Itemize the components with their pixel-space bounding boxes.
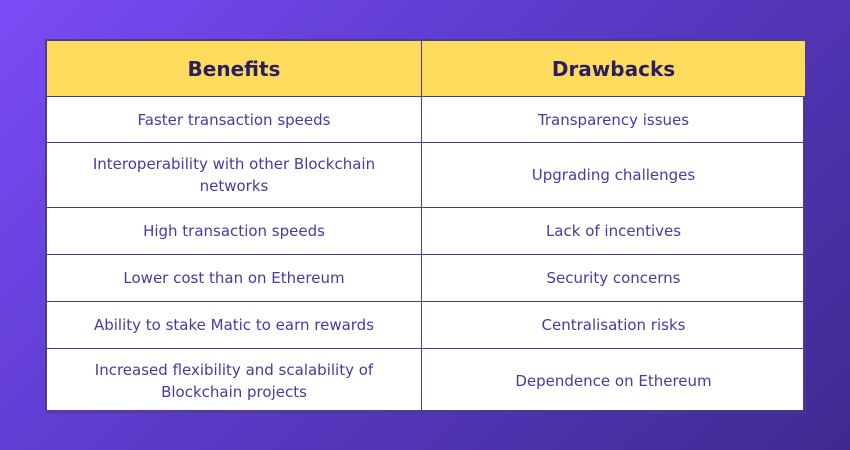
benefit-cell: Increased flexibility and scalability of… <box>46 348 422 413</box>
drawback-cell: Upgrading challenges <box>421 142 806 208</box>
benefit-cell: Faster transaction speeds <box>46 96 422 143</box>
benefits-drawbacks-table: Benefits Drawbacks Faster transaction sp… <box>46 40 806 413</box>
table-row: High transaction speeds Lack of incentiv… <box>46 207 806 255</box>
table-row: Increased flexibility and scalability of… <box>46 348 806 413</box>
table-row: Faster transaction speeds Transparency i… <box>46 96 806 143</box>
table-header-row: Benefits Drawbacks <box>46 40 806 97</box>
table-row: Lower cost than on Ethereum Security con… <box>46 254 806 302</box>
header-benefits: Benefits <box>46 40 422 97</box>
header-drawbacks: Drawbacks <box>421 40 806 97</box>
benefit-cell: Lower cost than on Ethereum <box>46 254 422 302</box>
benefit-cell: Ability to stake Matic to earn rewards <box>46 301 422 349</box>
table-row: Ability to stake Matic to earn rewards C… <box>46 301 806 349</box>
drawback-cell: Lack of incentives <box>421 207 806 255</box>
drawback-cell: Centralisation risks <box>421 301 806 349</box>
drawback-cell: Security concerns <box>421 254 806 302</box>
drawback-cell: Transparency issues <box>421 96 806 143</box>
drawback-cell: Dependence on Ethereum <box>421 348 806 413</box>
table-row: Interoperability with other Blockchain n… <box>46 142 806 208</box>
benefit-cell: High transaction speeds <box>46 207 422 255</box>
comparison-table-container: Benefits Drawbacks Faster transaction sp… <box>45 39 806 413</box>
benefit-cell: Interoperability with other Blockchain n… <box>46 142 422 208</box>
